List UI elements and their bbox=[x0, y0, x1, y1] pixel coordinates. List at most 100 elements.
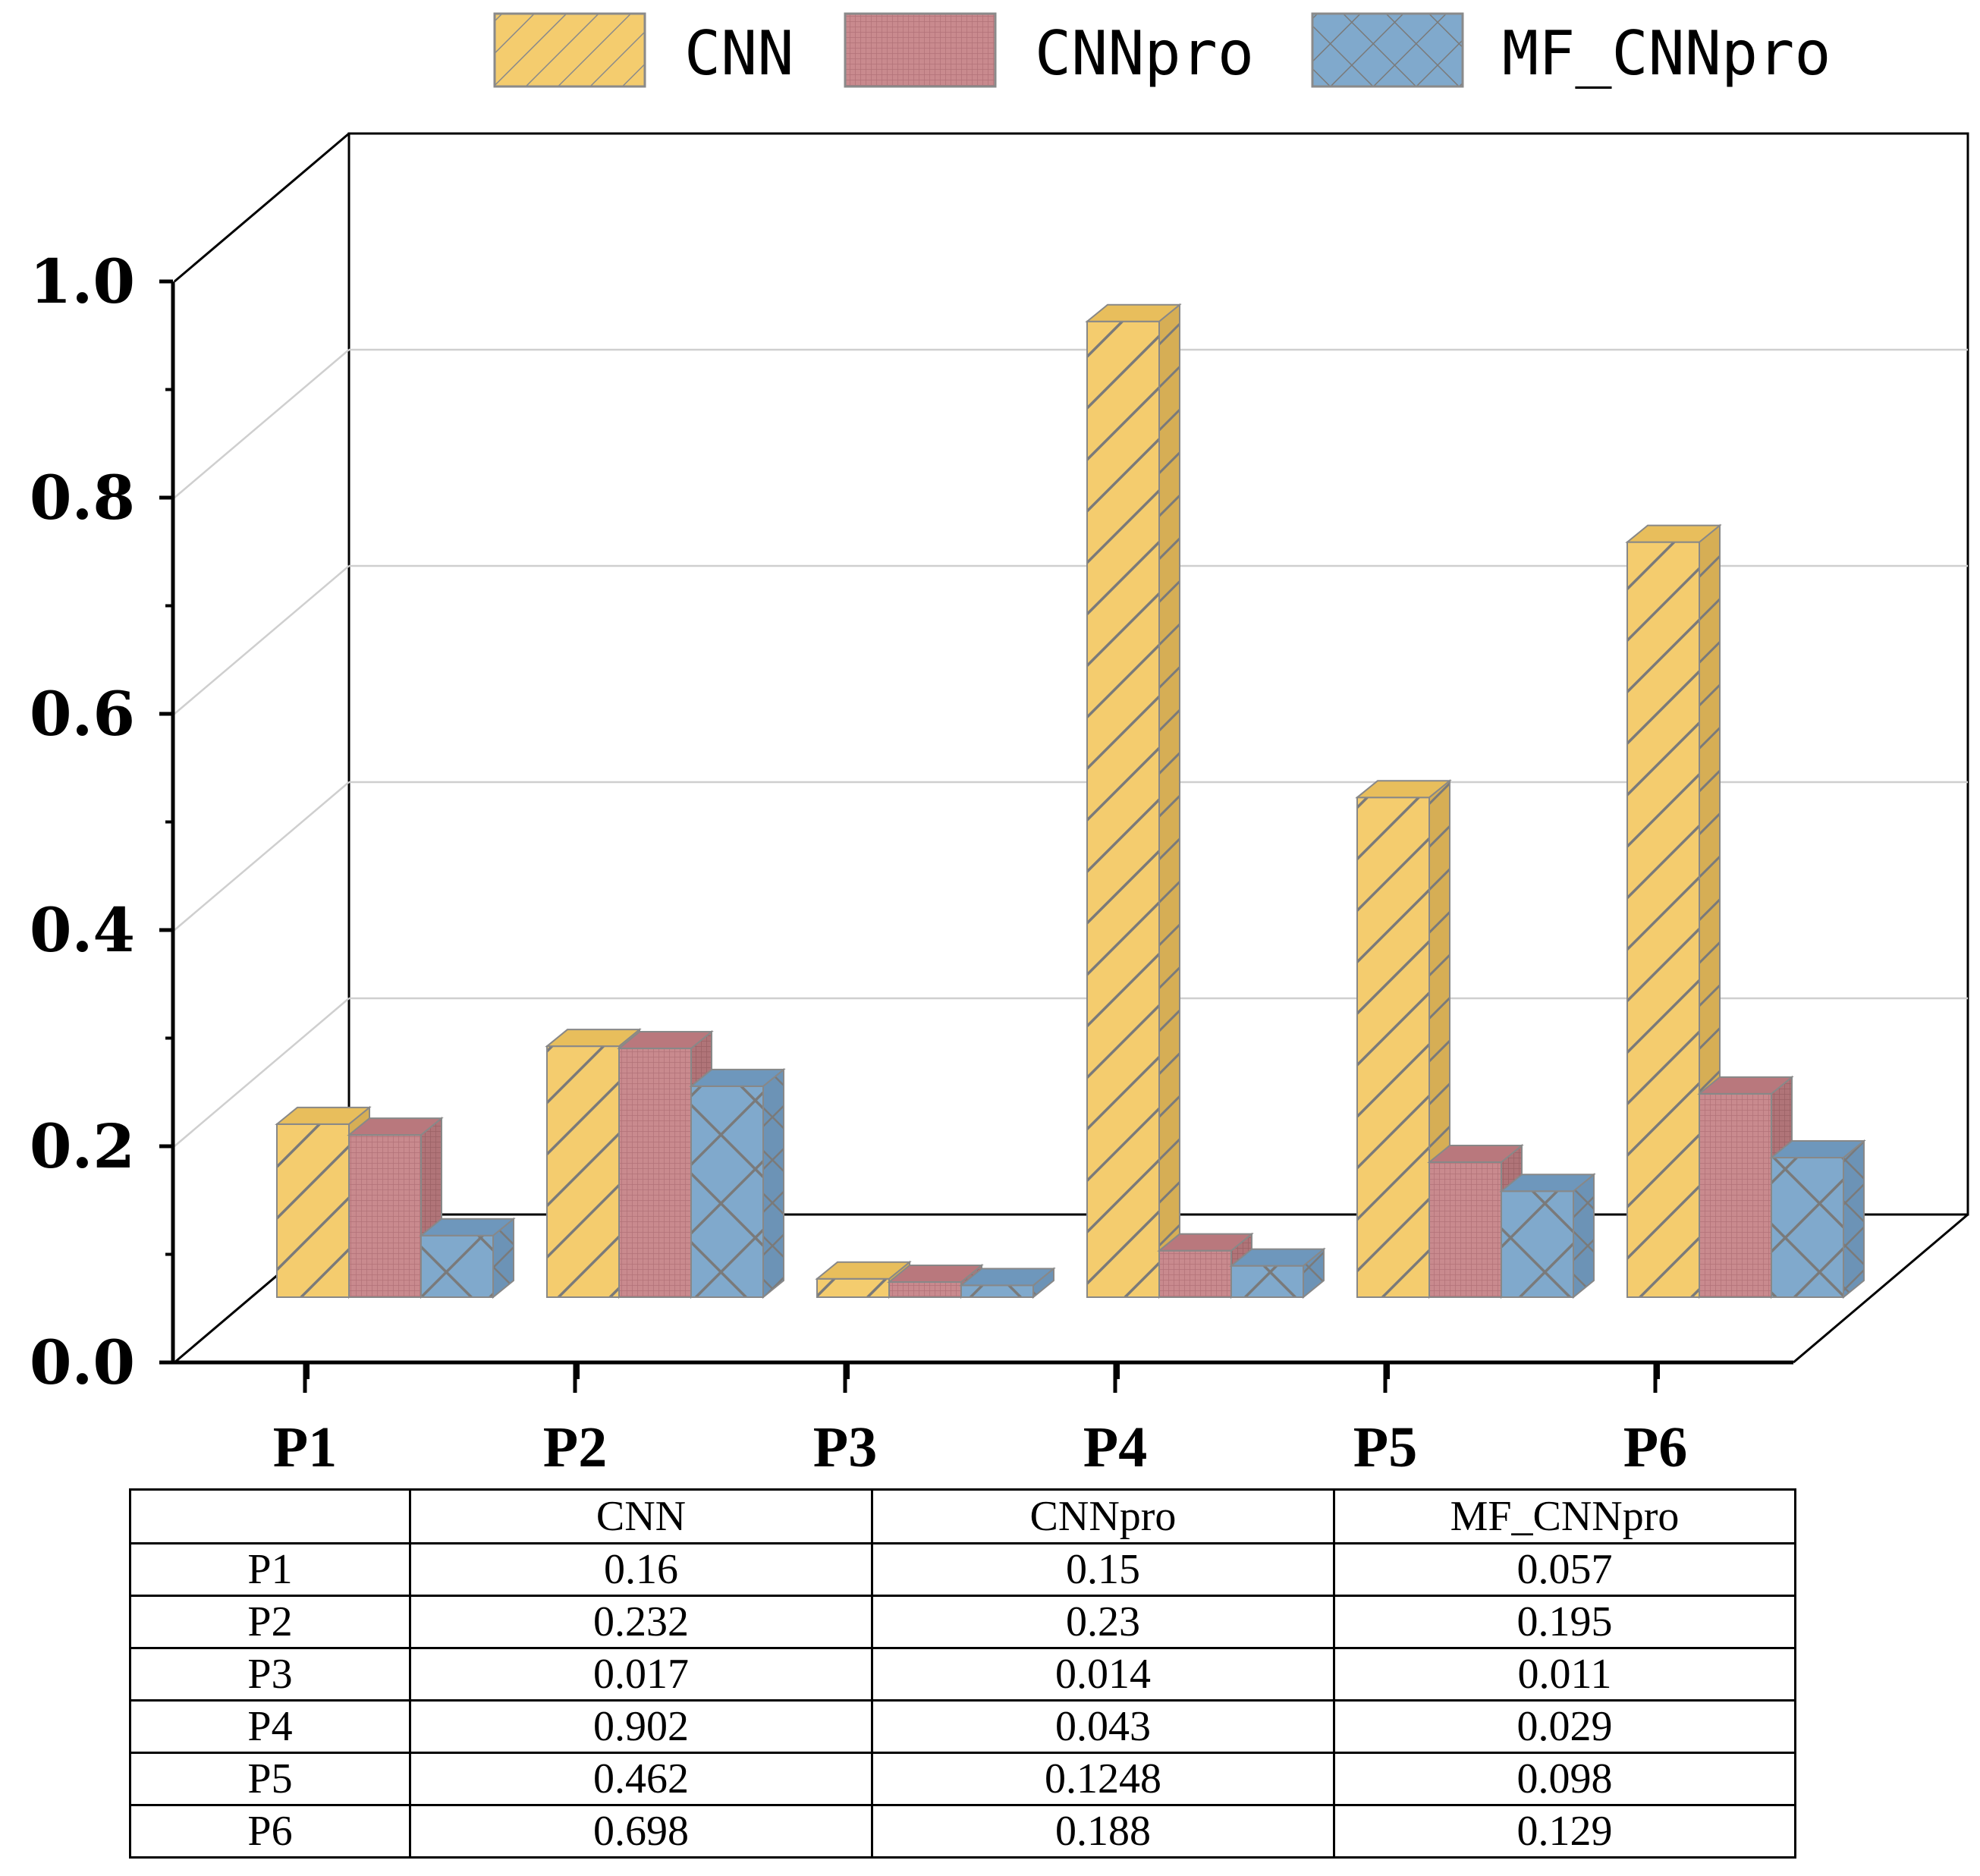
legend-swatch-cnn bbox=[493, 12, 646, 88]
table-row: P2 0.232 0.23 0.195 bbox=[129, 1595, 1796, 1649]
table-header-cell: CNN bbox=[409, 1488, 873, 1544]
bar-front bbox=[348, 1134, 422, 1298]
bar-front bbox=[1626, 541, 1700, 1298]
y-tick-label: 0.2 bbox=[30, 1111, 135, 1182]
x-tick-label: P6 bbox=[1623, 1416, 1687, 1479]
table-cell: P1 bbox=[129, 1542, 411, 1597]
bar-front bbox=[420, 1234, 494, 1299]
legend-swatch-cnnpro bbox=[844, 12, 997, 88]
y-tick-label: 0.8 bbox=[30, 462, 135, 533]
y-tick-label: 0.4 bbox=[30, 894, 135, 966]
table-header-row: CNN CNNpro MF_CNNpro bbox=[129, 1488, 1796, 1544]
bar-mf-cnnpro-p2 bbox=[689, 1067, 786, 1299]
bar-side bbox=[1843, 1139, 1865, 1299]
bars bbox=[275, 303, 1866, 1299]
table-cell: P4 bbox=[129, 1699, 411, 1754]
x-tick-label: P3 bbox=[813, 1416, 877, 1479]
bar-front bbox=[276, 1123, 350, 1298]
table-cell: 0.15 bbox=[871, 1542, 1335, 1597]
table-cell: 0.014 bbox=[871, 1647, 1335, 1702]
x-axis-ticks: P1 P2 P3 P4 P5 P6 bbox=[273, 1362, 1687, 1479]
bar-top bbox=[1427, 1145, 1524, 1164]
bar-side bbox=[762, 1067, 784, 1299]
bar-side bbox=[1573, 1173, 1595, 1299]
bar-mf-cnnpro-p6 bbox=[1769, 1139, 1866, 1299]
table-cell: P2 bbox=[129, 1595, 411, 1649]
floor-right-edge bbox=[1793, 1213, 1969, 1364]
table-cell: 0.23 bbox=[871, 1595, 1335, 1649]
bar-mf-cnnpro-p5 bbox=[1499, 1173, 1596, 1299]
bar-top bbox=[617, 1031, 714, 1050]
bar-front bbox=[1356, 797, 1430, 1298]
bar-front bbox=[1501, 1190, 1574, 1298]
table-cell: 0.462 bbox=[409, 1752, 873, 1806]
gridline-side bbox=[174, 565, 350, 715]
bar-top bbox=[419, 1218, 516, 1237]
top-left-edge bbox=[174, 132, 350, 283]
legend-label-cnnpro: CNNpro bbox=[1035, 18, 1254, 89]
table-cell: P5 bbox=[129, 1752, 411, 1806]
table-cell: 0.902 bbox=[409, 1699, 873, 1754]
x-tick-label: P4 bbox=[1083, 1416, 1147, 1479]
bar-top bbox=[1625, 524, 1722, 543]
bar-top bbox=[1085, 303, 1182, 322]
bar-top bbox=[1157, 1233, 1254, 1252]
legend-label-mf-cnnpro: MF_CNNpro bbox=[1502, 18, 1831, 89]
table-row: P6 0.698 0.188 0.129 bbox=[129, 1804, 1796, 1859]
table-cell: 0.043 bbox=[871, 1699, 1335, 1754]
bar-mf-cnnpro-p1 bbox=[419, 1217, 516, 1299]
bar-mf-cnnpro-p4 bbox=[1229, 1247, 1326, 1299]
bar-top bbox=[1499, 1174, 1596, 1193]
y-tick-label: 0.0 bbox=[30, 1327, 135, 1398]
table-row: P1 0.16 0.15 0.057 bbox=[129, 1542, 1796, 1597]
table-header-cell bbox=[129, 1488, 411, 1544]
table-cell: 0.1248 bbox=[871, 1752, 1335, 1806]
bar-mf-cnnpro-p3 bbox=[959, 1267, 1056, 1299]
bar-front bbox=[1086, 320, 1160, 1298]
legend-label-cnn: CNN bbox=[684, 18, 794, 89]
gridline-side bbox=[174, 781, 350, 931]
table-header-cell: CNNpro bbox=[871, 1488, 1335, 1544]
x-tick-label: P1 bbox=[273, 1416, 337, 1479]
y-tick-label: 0.6 bbox=[30, 678, 135, 749]
table-cell: 0.029 bbox=[1333, 1699, 1796, 1754]
bar-front bbox=[1230, 1265, 1304, 1298]
table-cell: 0.16 bbox=[409, 1542, 873, 1597]
table-row: P4 0.902 0.043 0.029 bbox=[129, 1699, 1796, 1754]
bar-top bbox=[1355, 780, 1452, 799]
bar-top bbox=[959, 1268, 1056, 1287]
x-axis: P1 P2 P3 P4 P5 P6 bbox=[173, 1360, 1793, 1479]
table-cell: P6 bbox=[129, 1804, 411, 1859]
data-table: CNN CNNpro MF_CNNpro P1 0.16 0.15 0.057 P2 0.232… bbox=[129, 1488, 1796, 1859]
bar-top bbox=[347, 1117, 444, 1136]
table-cell: 0.017 bbox=[409, 1647, 873, 1702]
legend-swatch-mf-cnnpro bbox=[1311, 12, 1464, 88]
table-cell: 0.011 bbox=[1333, 1647, 1796, 1702]
x-tick-label: P5 bbox=[1353, 1416, 1417, 1479]
table-cell: 0.698 bbox=[409, 1804, 873, 1859]
bar-top bbox=[1229, 1248, 1326, 1267]
bar-top bbox=[275, 1106, 372, 1125]
y-tick-label: 1.0 bbox=[30, 246, 135, 317]
y-axis-ticks: 0.0 0.2 0.4 0.6 0.8 1.0 bbox=[30, 246, 173, 1398]
bar-cnn-p5 bbox=[1355, 779, 1452, 1299]
bar-front bbox=[546, 1045, 620, 1298]
bar-side bbox=[1158, 303, 1180, 1299]
bar-front bbox=[1771, 1157, 1844, 1299]
bar-front bbox=[888, 1281, 962, 1299]
bar-front bbox=[1158, 1249, 1232, 1299]
legend: CNN CNNpro MF_CNNpro bbox=[493, 12, 1831, 89]
table-cell: P3 bbox=[129, 1647, 411, 1702]
bar-front bbox=[1699, 1092, 1772, 1298]
bar-front bbox=[690, 1085, 764, 1299]
table-cell: 0.129 bbox=[1333, 1804, 1796, 1859]
bar-front bbox=[1428, 1161, 1502, 1298]
bar-top bbox=[1769, 1140, 1866, 1159]
table-header-cell: MF_CNNpro bbox=[1333, 1488, 1796, 1544]
bar-top bbox=[815, 1261, 912, 1280]
table-cell: 0.057 bbox=[1333, 1542, 1796, 1597]
bar-cnnpro-p4 bbox=[1157, 1232, 1254, 1299]
gridline-side bbox=[174, 998, 350, 1147]
bar-top bbox=[1697, 1076, 1794, 1095]
